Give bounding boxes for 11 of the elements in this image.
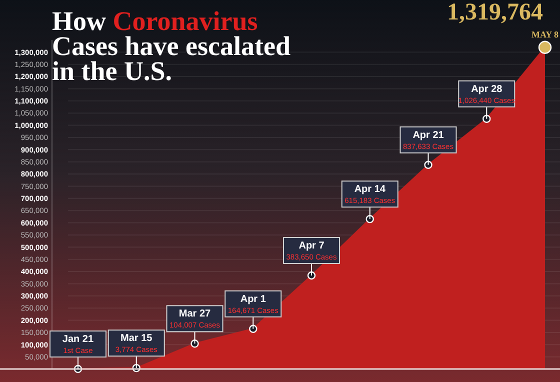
x-tick-label: Mar 15 — [120, 333, 153, 344]
x-tick-label: Apr 21 — [412, 130, 444, 141]
x-tick-label: Mar 27 — [178, 308, 212, 320]
x-tick-label: Apr 14 — [354, 184, 386, 196]
x-tick-label: Apr 7 — [298, 240, 325, 252]
x-tick-label: Jan 21 — [62, 334, 94, 345]
data-label: 1,319,764 — [447, 0, 543, 26]
x-tick-label: Apr 28 — [471, 84, 503, 95]
x-tick-label: Apr 1 — [240, 294, 266, 305]
chart-title: How Coronavirus Cases have escalated in the U.S. — [52, 6, 290, 86]
x-tick-label: MAY 8 — [531, 29, 560, 40]
